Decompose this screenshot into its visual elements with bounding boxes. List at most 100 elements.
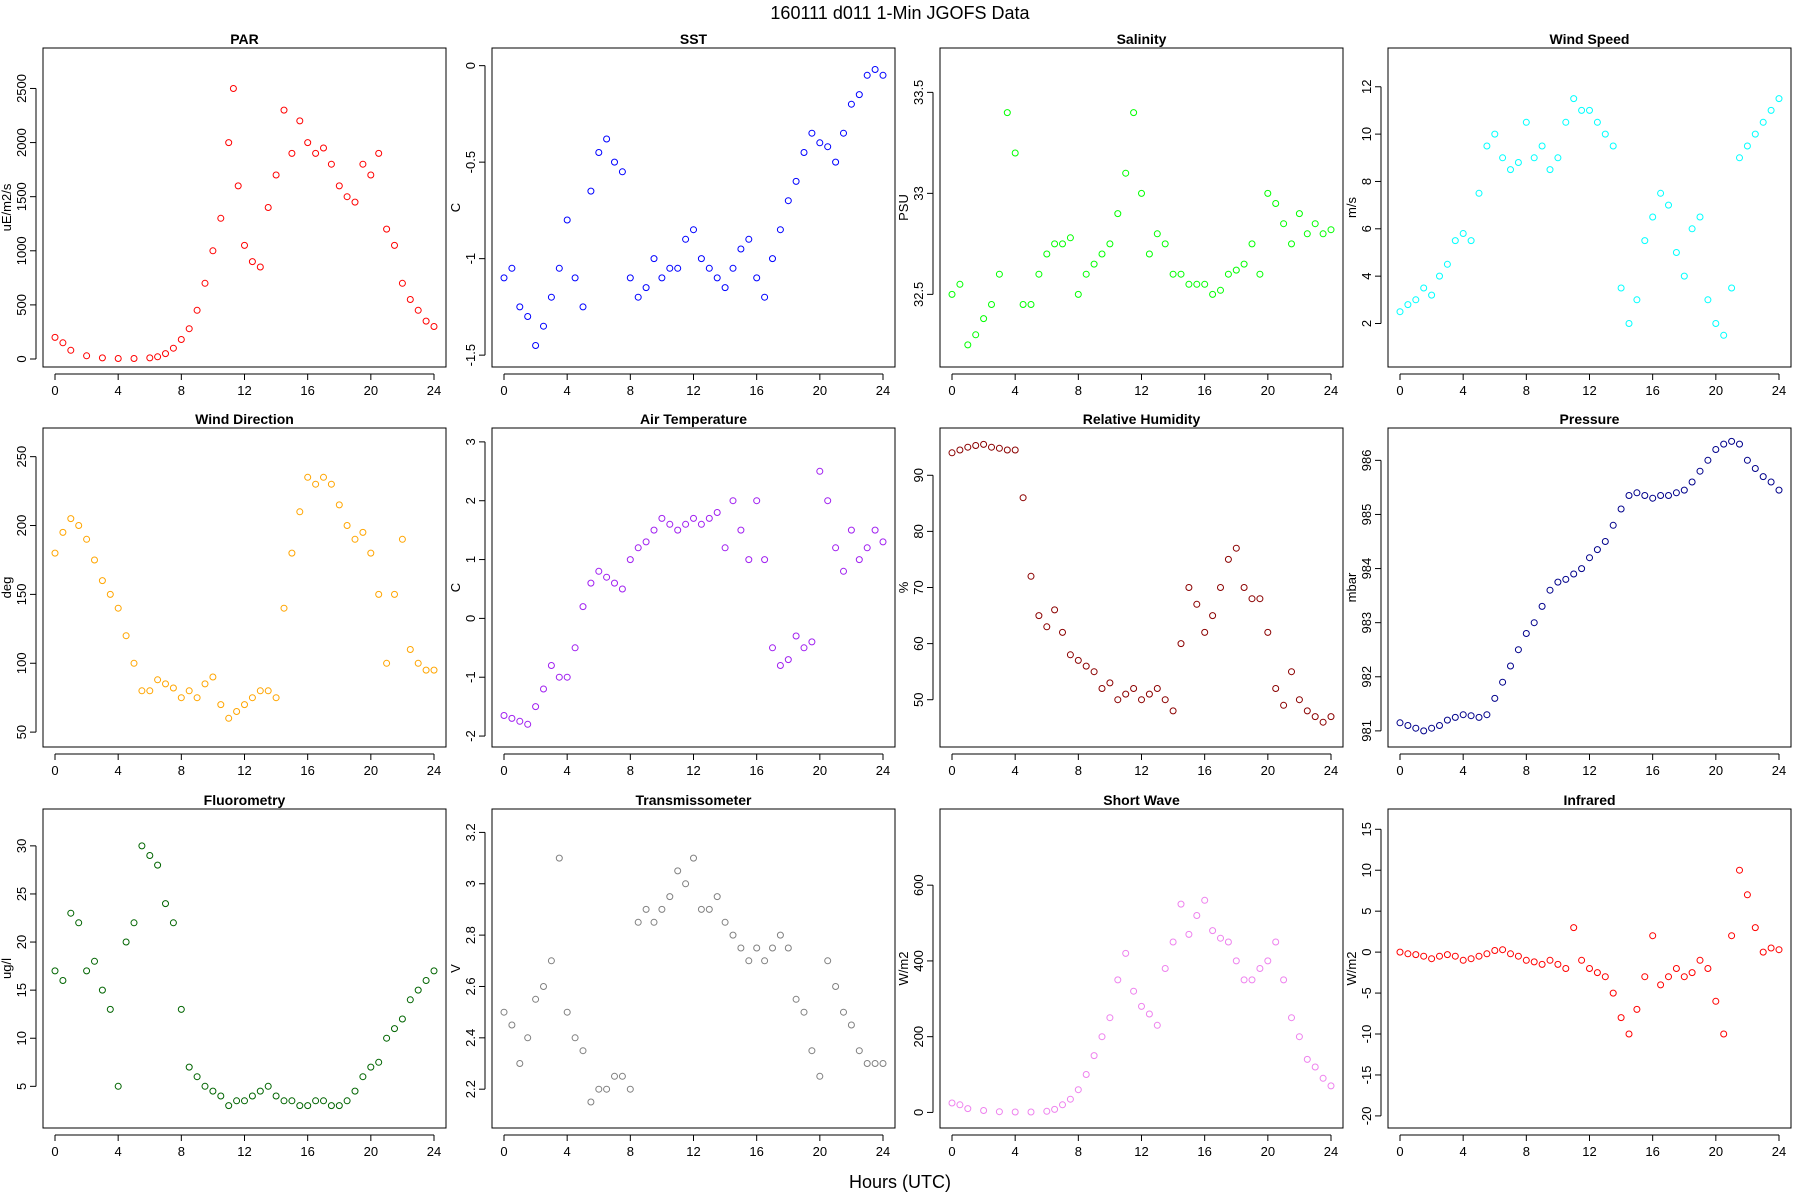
data-point <box>956 280 964 288</box>
x-tick-label: 16 <box>1645 763 1659 778</box>
data-point <box>1759 948 1767 956</box>
data-point <box>1420 727 1428 735</box>
data-point <box>1451 237 1459 245</box>
data-point <box>745 957 753 965</box>
data-point <box>335 182 343 190</box>
data-point <box>154 861 162 869</box>
data-point <box>516 303 524 311</box>
data-point <box>1074 1086 1082 1094</box>
data-point <box>1522 956 1530 964</box>
data-point <box>1530 154 1538 162</box>
data-point <box>234 182 242 190</box>
y-tick-label: 20 <box>14 935 29 949</box>
data-point <box>83 535 91 543</box>
x-tick-label: 4 <box>1012 763 1019 778</box>
data-point <box>1443 716 1451 724</box>
data-point <box>808 129 816 137</box>
plot-frame <box>42 808 447 1129</box>
data-point <box>1688 969 1696 977</box>
data-point <box>398 535 406 543</box>
data-point <box>1499 154 1507 162</box>
data-point <box>1562 575 1570 583</box>
data-point <box>217 214 225 222</box>
data-point <box>1288 240 1295 248</box>
data-point <box>280 1097 288 1105</box>
y-axis-label: C <box>448 203 463 212</box>
data-point <box>1736 866 1743 874</box>
y-tick-label: -2 <box>463 730 478 742</box>
data-point <box>91 556 98 564</box>
data-point <box>359 528 367 536</box>
data-point <box>800 644 808 652</box>
data-point <box>1264 189 1272 197</box>
data-point <box>1193 280 1201 288</box>
data-point <box>114 355 122 362</box>
data-point <box>91 957 98 965</box>
data-point <box>1728 437 1736 445</box>
x-tick-label: 8 <box>178 763 185 778</box>
x-tick-label: 20 <box>1261 1144 1275 1159</box>
y-axis-label: V <box>448 964 463 973</box>
data-point <box>1507 662 1514 670</box>
data-point <box>1507 950 1514 958</box>
data-point <box>1114 976 1122 984</box>
data-point <box>516 1060 524 1067</box>
panel-fluorometry: Fluorometry 0 4 8 12 16 20 24 5 10 15 20 25 30 ug/l <box>0 792 447 1159</box>
data-point <box>122 938 130 946</box>
data-point <box>1248 240 1256 248</box>
data-point <box>579 303 587 311</box>
data-point <box>1712 997 1720 1005</box>
data-point <box>792 177 800 185</box>
data-point <box>162 680 169 688</box>
data-point <box>177 694 185 702</box>
data-point <box>1169 707 1177 715</box>
data-point <box>1475 952 1483 960</box>
data-point <box>603 1085 611 1093</box>
data-point <box>1570 570 1578 578</box>
data-point <box>1617 284 1625 292</box>
data-point <box>1035 612 1043 620</box>
data-point <box>1280 220 1288 228</box>
data-point <box>1051 240 1059 248</box>
x-tick-label: 20 <box>364 763 378 778</box>
data-point <box>524 313 532 320</box>
data-point <box>1736 154 1743 162</box>
panel-par: PAR 0 4 8 12 16 20 24 0 500 1000 1500 2000 2500 uE/m2/… <box>0 31 447 398</box>
y-tick-label: 986 <box>1359 449 1374 471</box>
data-point <box>327 480 335 488</box>
data-point <box>1256 270 1264 278</box>
data-point <box>634 544 642 552</box>
data-point <box>1122 949 1130 957</box>
y-tick-label: 985 <box>1359 504 1374 526</box>
data-point <box>1145 690 1153 698</box>
plot-frame <box>42 427 447 748</box>
panel-title: SST <box>680 31 708 47</box>
data-point <box>540 685 547 693</box>
data-point <box>51 549 59 557</box>
series-par <box>51 85 438 362</box>
data-point <box>1066 651 1074 659</box>
data-point <box>713 274 721 282</box>
data-point <box>130 659 138 667</box>
x-tick-label: 8 <box>1523 383 1530 398</box>
data-point <box>1617 505 1625 513</box>
plot-frame <box>939 47 1344 368</box>
data-point <box>1514 646 1522 654</box>
data-point <box>1130 987 1138 995</box>
data-point <box>753 497 761 505</box>
data-point <box>964 341 972 349</box>
data-point <box>547 662 555 669</box>
data-point <box>1311 220 1319 228</box>
data-point <box>1649 213 1657 221</box>
data-point <box>430 323 438 330</box>
x-tick-label: 20 <box>1709 1144 1723 1159</box>
data-point <box>1562 965 1570 972</box>
data-point <box>177 336 185 343</box>
data-point <box>1657 492 1665 499</box>
x-tick-label: 12 <box>237 383 251 398</box>
data-point <box>1475 713 1483 721</box>
data-point <box>956 446 964 454</box>
data-point <box>1759 118 1767 126</box>
